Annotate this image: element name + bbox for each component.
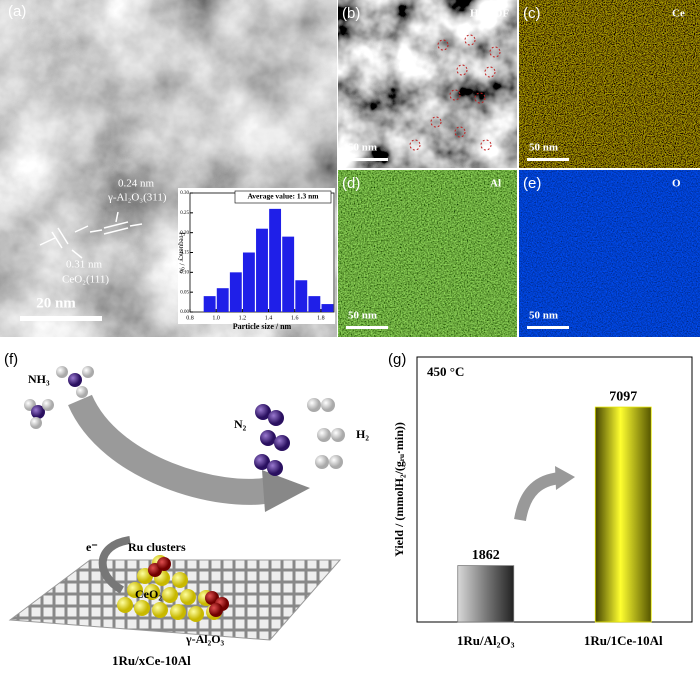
scale-bar <box>527 326 569 329</box>
lattice-marks <box>39 211 143 259</box>
y-tick-label: 0.05 <box>180 290 189 295</box>
channel-label: O <box>672 178 681 190</box>
catalyst-label: 1Ru/xCe-10Al <box>112 653 191 668</box>
arrow-head <box>262 470 310 512</box>
y-axis-label: Frequency / % <box>177 232 185 273</box>
panel-label: (c) <box>523 5 541 22</box>
scale-label: 50 nm <box>529 142 558 154</box>
scale-bar <box>527 158 569 161</box>
value-label: 7097 <box>609 389 637 404</box>
x-tick-label: 1Ru/1Ce-10Al <box>584 633 663 648</box>
x-tick-label: 1.6 <box>291 315 299 321</box>
al-map <box>338 170 517 337</box>
y-axis-label: Yield / (mmolH₂/(gᵣᵤ·min)) <box>392 422 406 557</box>
y-tick-label: 0.20 <box>180 231 189 236</box>
component-label: CeO₂ <box>135 587 162 601</box>
arrow <box>98 536 131 594</box>
annotation: CeO₂(111) <box>62 274 109 286</box>
annotation: 0.31 nm <box>66 259 103 271</box>
panel-label: (e) <box>523 175 541 192</box>
y-tick-label: 0.15 <box>180 251 189 256</box>
panel-label: (b) <box>342 5 360 22</box>
x-axis-label: Particle size / nm <box>233 322 292 331</box>
scale-label: 50 nm <box>529 310 558 322</box>
scale-bar <box>346 326 388 329</box>
annotation: 0.24 nm <box>118 178 155 190</box>
species-label: H₂ <box>356 427 369 441</box>
scale-label: 50 nm <box>348 142 377 154</box>
panel-label: (g) <box>388 351 406 368</box>
bar <box>242 252 255 312</box>
bar <box>321 304 334 312</box>
panel-label: (d) <box>342 175 360 192</box>
y-tick-label: 0.00 <box>180 310 189 315</box>
x-tick-label: 1.2 <box>239 315 247 321</box>
bar <box>216 288 229 312</box>
bar <box>256 228 268 312</box>
annotation: 450 °C <box>427 364 464 379</box>
species-label: e⁻ <box>86 540 98 554</box>
ceria-cluster <box>117 555 229 622</box>
y-tick-label: 0.25 <box>180 211 189 216</box>
o-map <box>519 170 700 337</box>
bar <box>308 296 321 312</box>
annotation: Average value: 1.3 nm <box>247 192 319 201</box>
channel-label: Ce <box>672 8 685 20</box>
x-tick-label: 1Ru/Al₂O₃ <box>457 633 515 648</box>
channel-label: Al <box>490 178 501 190</box>
scale-label: 50 nm <box>348 310 377 322</box>
arrow-head <box>555 466 575 490</box>
panel-label: (f) <box>4 351 18 368</box>
particle-marks <box>409 34 501 151</box>
scale-bar <box>20 316 102 321</box>
bar <box>295 280 308 312</box>
bar <box>229 272 242 312</box>
x-tick-label: 0.8 <box>186 315 194 321</box>
bar <box>594 406 652 623</box>
annotation: γ-Al₂O₃(311) <box>107 192 167 204</box>
x-tick-label: 1.8 <box>317 315 325 321</box>
y-tick-label: 0.30 <box>180 191 189 196</box>
species-label: N₂ <box>234 417 247 431</box>
bar <box>269 208 282 312</box>
species-label: NH₃ <box>28 372 50 386</box>
annotation-box <box>234 190 332 204</box>
arrow <box>68 394 273 505</box>
molecules <box>24 366 345 476</box>
scale-label: 20 nm <box>36 295 76 311</box>
scale-bar <box>346 158 388 161</box>
bar <box>282 236 295 312</box>
bar <box>457 565 515 623</box>
plot-frame <box>416 356 693 623</box>
x-tick-label: 1.0 <box>212 315 220 321</box>
ce-map <box>519 0 700 168</box>
panel-label: (a) <box>8 3 26 20</box>
component-label: Ru clusters <box>128 540 186 554</box>
y-tick-label: 0.10 <box>180 270 189 275</box>
value-label: 1862 <box>472 548 500 563</box>
bar <box>203 296 216 312</box>
component-label: γ-Al₂O₃ <box>185 632 225 646</box>
x-tick-label: 1.4 <box>265 315 273 321</box>
channel-label: HAADF <box>470 8 509 20</box>
arrow <box>514 472 561 522</box>
